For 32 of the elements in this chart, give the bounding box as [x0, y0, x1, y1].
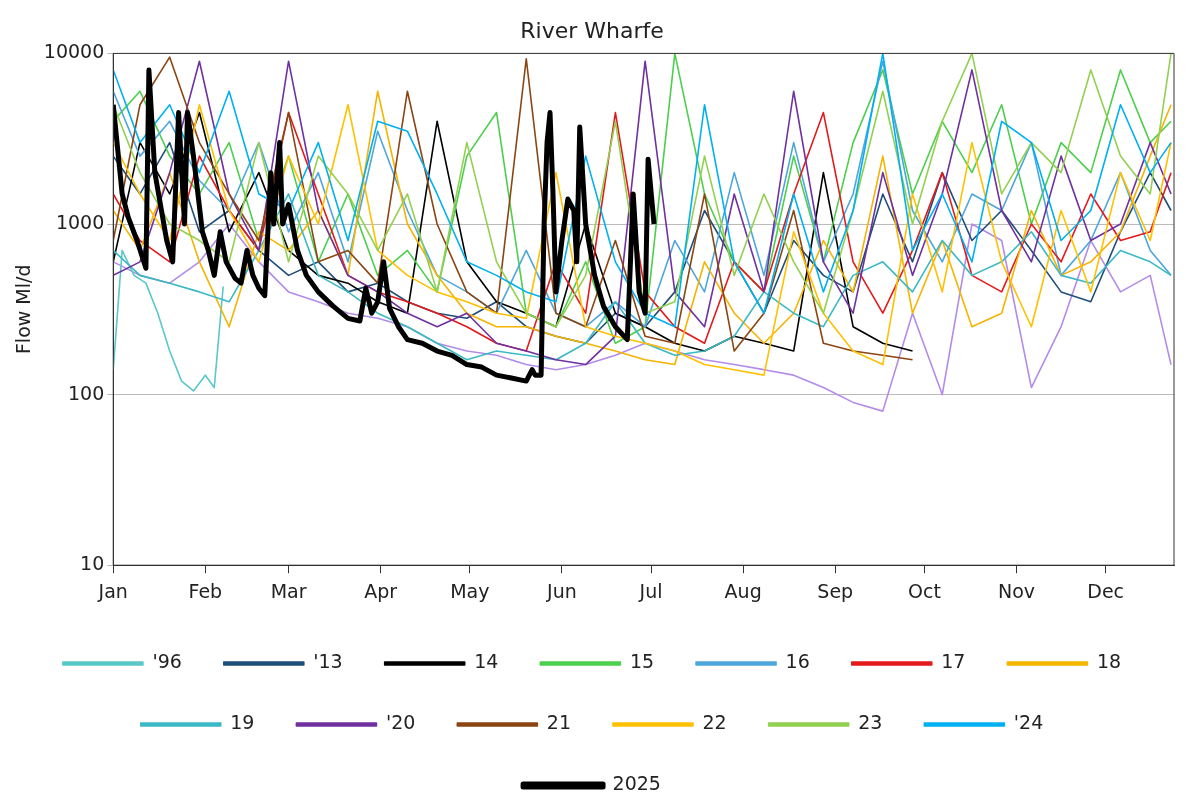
- x-tick-label: May: [450, 579, 490, 602]
- legend-label: '20: [385, 711, 416, 734]
- legend-label: '13: [313, 650, 343, 673]
- legend-label: 23: [858, 711, 883, 734]
- legend-label: 2025: [612, 772, 661, 795]
- y-tick-label: 1000: [55, 210, 105, 233]
- legend-label: '24: [1013, 711, 1044, 734]
- legend-label: 21: [546, 711, 572, 734]
- x-tick-label: Oct: [907, 579, 941, 602]
- legend-label: '96: [152, 650, 182, 673]
- x-tick-label: Dec: [1087, 579, 1125, 602]
- legend-label: 18: [1096, 650, 1122, 673]
- y-tick-label: 10: [80, 552, 105, 575]
- x-tick-label: Jun: [546, 579, 577, 602]
- x-tick-label: Apr: [364, 579, 398, 602]
- x-tick-label: Nov: [997, 579, 1036, 602]
- y-tick-label: 100: [67, 381, 105, 404]
- y-tick-label: 10000: [43, 40, 105, 63]
- x-tick-label: Feb: [188, 579, 223, 602]
- x-tick-label: Jul: [638, 579, 663, 602]
- legend-label: 14: [474, 650, 499, 673]
- legend-label: 17: [941, 650, 966, 673]
- x-tick-label: Sep: [817, 579, 854, 602]
- legend-label: 15: [629, 650, 655, 673]
- legend-label: 22: [702, 711, 727, 734]
- x-tick-label: Jan: [97, 579, 128, 602]
- x-tick-label: Mar: [270, 579, 307, 602]
- legend-label: 19: [230, 711, 255, 734]
- chart-title: River Wharfe: [520, 17, 664, 43]
- x-tick-label: Aug: [724, 579, 762, 602]
- legend-label: 16: [785, 650, 810, 673]
- y-axis-title: Flow Ml/d: [12, 264, 35, 355]
